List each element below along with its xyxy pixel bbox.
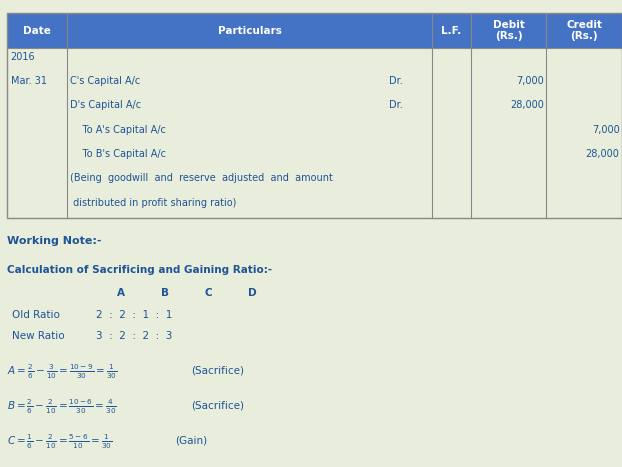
Text: To B's Capital A/c: To B's Capital A/c: [70, 149, 166, 159]
Text: 2  :  2  :  1  :  1: 2 : 2 : 1 : 1: [96, 310, 173, 319]
Text: (Sacrifice): (Sacrifice): [191, 365, 244, 375]
Text: C's Capital A/c: C's Capital A/c: [70, 76, 141, 86]
Text: Old Ratio: Old Ratio: [12, 310, 60, 319]
Text: Dr.: Dr.: [389, 76, 402, 86]
Text: (Sacrifice): (Sacrifice): [191, 400, 244, 410]
Text: Credit
(Rs.): Credit (Rs.): [566, 20, 602, 42]
Text: Dr.: Dr.: [389, 100, 402, 110]
Text: Debit
(Rs.): Debit (Rs.): [493, 20, 524, 42]
Text: B: B: [161, 288, 169, 298]
Text: Date: Date: [24, 26, 51, 35]
Text: 28,000: 28,000: [586, 149, 620, 159]
Text: 7,000: 7,000: [592, 125, 620, 134]
Text: 28,000: 28,000: [510, 100, 544, 110]
Bar: [7, 13, 622, 48]
Text: (Being  goodwill  and  reserve  adjusted  and  amount: (Being goodwill and reserve adjusted and…: [70, 173, 333, 183]
Text: $C =\frac{1}{6}-\frac{2}{10}=\frac{5-6}{10}=\frac{1}{30}$: $C =\frac{1}{6}-\frac{2}{10}=\frac{5-6}{…: [7, 433, 113, 452]
Text: To A's Capital A/c: To A's Capital A/c: [70, 125, 166, 134]
Text: D: D: [248, 288, 256, 298]
Bar: [7, 13, 622, 218]
Text: L.F.: L.F.: [442, 26, 462, 35]
Text: Working Note:-: Working Note:-: [7, 236, 102, 246]
Text: $B =\frac{2}{6}-\frac{2}{10}=\frac{10-6}{30}=\frac{4}{30}$: $B =\frac{2}{6}-\frac{2}{10}=\frac{10-6}…: [7, 398, 118, 417]
Text: 3  :  2  :  2  :  3: 3 : 2 : 2 : 3: [96, 331, 173, 341]
Text: 7,000: 7,000: [516, 76, 544, 86]
Text: A: A: [118, 288, 125, 298]
Text: Mar. 31: Mar. 31: [11, 76, 47, 86]
Bar: [7, 48, 622, 218]
Text: C: C: [205, 288, 212, 298]
Text: 2016: 2016: [11, 52, 35, 62]
Text: (Gain): (Gain): [175, 435, 208, 445]
Text: Calculation of Sacrificing and Gaining Ratio:-: Calculation of Sacrificing and Gaining R…: [7, 265, 272, 275]
Text: $A =\frac{2}{6}-\frac{3}{10}=\frac{10-9}{30}=\frac{1}{30}$: $A =\frac{2}{6}-\frac{3}{10}=\frac{10-9}…: [7, 363, 118, 382]
Text: New Ratio: New Ratio: [12, 331, 65, 341]
Text: Particulars: Particulars: [218, 26, 282, 35]
Text: distributed in profit sharing ratio): distributed in profit sharing ratio): [70, 198, 236, 207]
Text: D's Capital A/c: D's Capital A/c: [70, 100, 141, 110]
